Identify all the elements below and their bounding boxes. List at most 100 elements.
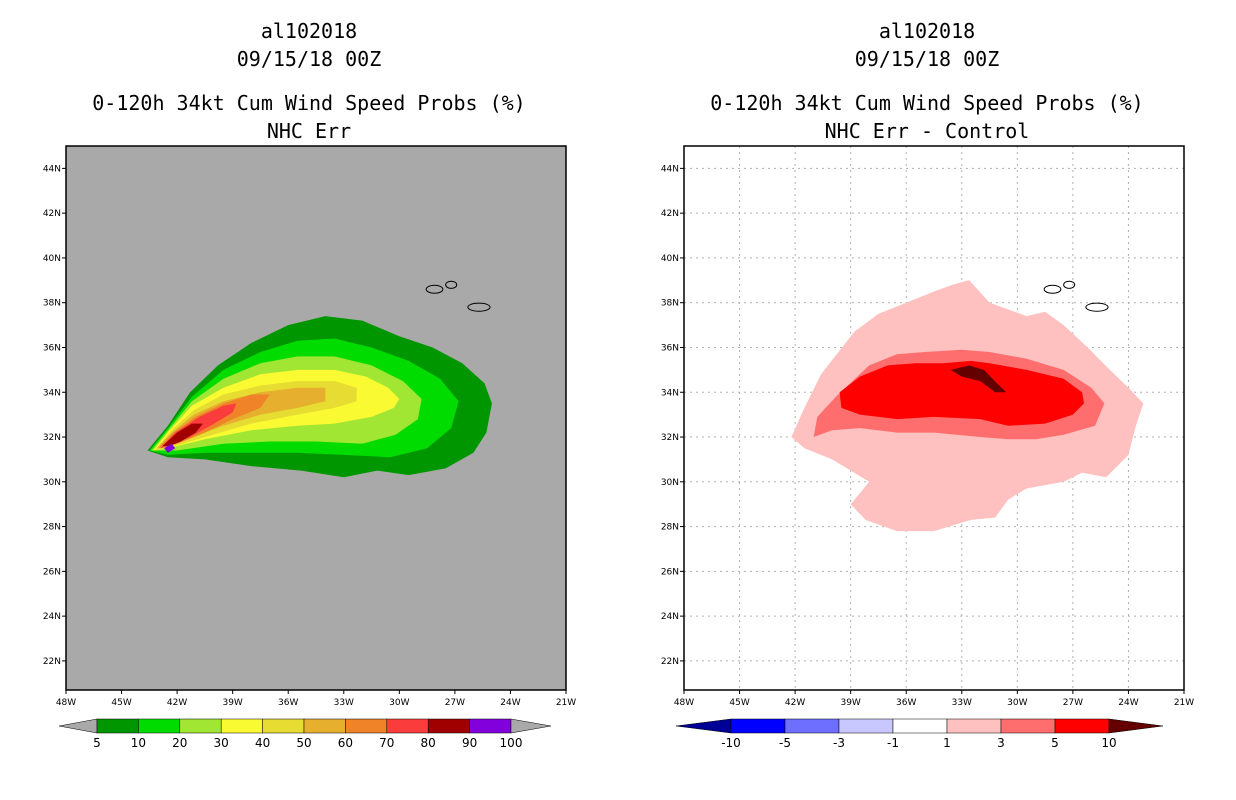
azores-island-2 <box>1085 302 1109 312</box>
x-tick-label: 42W <box>785 698 805 708</box>
colorbar-label: 60 <box>338 736 353 750</box>
y-tick-label: 42N <box>43 209 61 219</box>
contour-80 <box>162 423 203 446</box>
colorbar-swatch <box>892 718 948 734</box>
colorbar-swatch <box>96 718 139 734</box>
y-tick-label: 32N <box>43 433 61 443</box>
x-tick-label: 27W <box>1063 698 1083 708</box>
x-tick-label: 45W <box>729 698 749 708</box>
colorbar-swatch <box>386 718 429 734</box>
y-tick-label: 26N <box>43 567 61 577</box>
azores-island-0 <box>1043 284 1062 294</box>
y-tick-label: 24N <box>661 612 679 622</box>
y-tick-label: 34N <box>661 388 679 398</box>
y-tick-label: 32N <box>661 433 679 443</box>
colorbar-label: 70 <box>379 736 394 750</box>
y-tick-label: 44N <box>43 164 61 174</box>
right-chart-subtitle: NHC Err - Control <box>824 119 1030 143</box>
y-tick-label: 34N <box>43 388 61 398</box>
y-tick-label: 36N <box>661 343 679 353</box>
y-tick-label: 38N <box>43 299 61 309</box>
colorbar-swatch <box>138 718 181 734</box>
colorbar-swatch <box>730 718 786 734</box>
contour-10 <box>950 365 1007 393</box>
x-tick-label: 33W <box>952 698 972 708</box>
colorbar-swatch <box>1054 718 1110 734</box>
colorbar-swatch <box>303 718 346 734</box>
y-tick-label: 36N <box>43 343 61 353</box>
y-tick-label: 42N <box>661 209 679 219</box>
x-tick-label: 39W <box>222 698 242 708</box>
y-tick-label: 30N <box>43 478 61 488</box>
colorbar-swatch <box>262 718 305 734</box>
y-tick-label: 22N <box>43 657 61 667</box>
x-tick-label: 21W <box>556 698 576 708</box>
colorbar-swatch <box>838 718 894 734</box>
left-prob-chart: 22N 24N 26N 28N 30N 32N 34N 36N 38N 40N 42N 44N 48W 4… <box>43 145 576 750</box>
x-tick-label: 33W <box>334 698 354 708</box>
x-tick-label: 45W <box>111 698 131 708</box>
y-tick-label: 24N <box>43 612 61 622</box>
azores-island-0 <box>425 284 444 294</box>
colorbar-label: -1 <box>887 736 899 750</box>
azores-island-2 <box>467 302 491 312</box>
right-datetime: 09/15/18 00Z <box>854 47 1000 71</box>
x-tick-label: 24W <box>500 698 520 708</box>
x-tick-label: 30W <box>389 698 409 708</box>
colorbar-swatch <box>427 718 470 734</box>
colorbar-label: 1 <box>943 736 951 750</box>
colorbar-right-arrow <box>1108 718 1164 734</box>
colorbar-label: 50 <box>296 736 311 750</box>
left-storm-id: al102018 <box>260 19 358 43</box>
azores-island-1 <box>1063 280 1076 289</box>
colorbar-label: -10 <box>721 736 741 750</box>
colorbar-label: 3 <box>997 736 1005 750</box>
x-tick-label: 24W <box>1118 698 1138 708</box>
left-datetime: 09/15/18 00Z <box>236 47 382 71</box>
x-tick-label: 48W <box>56 698 76 708</box>
colorbar-label: 90 <box>462 736 477 750</box>
colorbar-swatch <box>784 718 840 734</box>
colorbar-left-arrow <box>675 718 732 734</box>
x-tick-label: 36W <box>896 698 916 708</box>
colorbar-label: 100 <box>500 736 523 750</box>
x-tick-label: 21W <box>1174 698 1194 708</box>
right-chart-title: 0-120h 34kt Cum Wind Speed Probs (%) <box>710 91 1144 115</box>
y-tick-label: 26N <box>661 567 679 577</box>
x-tick-label: 48W <box>674 698 694 708</box>
colorbar-label: 5 <box>93 736 101 750</box>
x-tick-label: 42W <box>167 698 187 708</box>
colorbar-left-arrow <box>58 718 98 734</box>
y-tick-label: 28N <box>43 523 61 533</box>
right-storm-id: al102018 <box>878 19 976 43</box>
left-chart-subtitle: NHC Err <box>266 119 352 143</box>
left-chart-title: 0-120h 34kt Cum Wind Speed Probs (%) <box>92 91 526 115</box>
contour-group <box>147 316 492 478</box>
y-tick-label: 30N <box>661 478 679 488</box>
azores-island-1 <box>445 280 458 289</box>
x-tick-label: 27W <box>445 698 465 708</box>
colorbar-label: 40 <box>255 736 270 750</box>
contour-90 <box>164 443 176 453</box>
right-panel: al102018 09/15/18 00Z 0-120h 34kt Cum Wi… <box>618 0 1236 800</box>
x-tick-label: 30W <box>1007 698 1027 708</box>
plot-frame <box>65 145 567 691</box>
colorbar-label: 80 <box>421 736 436 750</box>
colorbar-label: 5 <box>1051 736 1059 750</box>
colorbar-swatch <box>220 718 263 734</box>
colorbar-label: -3 <box>833 736 845 750</box>
colorbar-swatch <box>179 718 222 734</box>
colorbar-swatch <box>1000 718 1056 734</box>
colorbar-label: 30 <box>214 736 229 750</box>
colorbar-swatch <box>946 718 1002 734</box>
y-tick-label: 22N <box>661 657 679 667</box>
plot-frame <box>683 145 1185 691</box>
colorbar-label: 10 <box>131 736 146 750</box>
y-tick-label: 40N <box>661 254 679 264</box>
contour-group <box>791 280 1144 532</box>
y-tick-label: 44N <box>661 164 679 174</box>
colorbar-swatch <box>469 718 512 734</box>
colorbar-label: 20 <box>172 736 187 750</box>
y-tick-label: 40N <box>43 254 61 264</box>
colorbar-label: 10 <box>1101 736 1116 750</box>
